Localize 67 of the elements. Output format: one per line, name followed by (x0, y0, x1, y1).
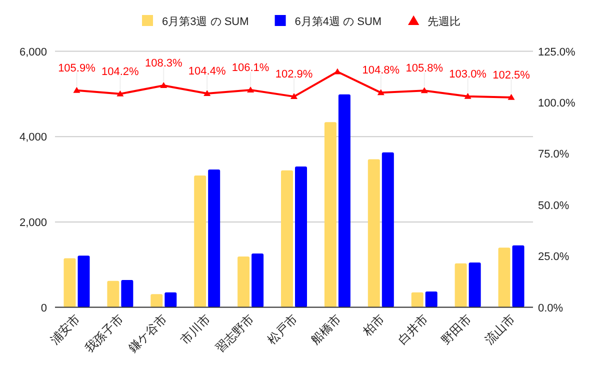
bar (64, 258, 76, 308)
data-label: 108.3% (144, 58, 183, 70)
point (464, 92, 472, 99)
y-tick-label: 4,000 (19, 132, 47, 144)
point (73, 86, 80, 93)
x-tick-label: 白井市 (395, 312, 430, 347)
bar (295, 166, 307, 308)
data-label: 102.5% (492, 69, 530, 82)
bar (150, 294, 163, 308)
data-label: 106.1% (232, 62, 270, 74)
bar (238, 256, 250, 308)
point (334, 68, 341, 74)
x-tick-label: 松戸市 (264, 312, 300, 347)
bar (382, 152, 394, 308)
bar (208, 169, 220, 308)
bar (512, 245, 524, 308)
point (508, 94, 515, 100)
point (160, 82, 168, 88)
point (247, 86, 254, 93)
x-tick-label: 流山市 (482, 312, 518, 347)
data-label: 104.4% (188, 65, 226, 78)
x-tick-label: 市川市 (178, 312, 214, 347)
legend-label: 6月第4週 の SUM (294, 16, 382, 28)
y2-tick-label: 25.0% (538, 251, 570, 264)
y-tick-label: 2,000 (19, 216, 47, 229)
bar (194, 175, 206, 308)
x-tick-label: 我孫子市 (82, 312, 126, 356)
x-tick-label: 柏市 (359, 312, 388, 340)
bar (338, 94, 350, 308)
bar (324, 122, 336, 308)
x-tick-label: 浦安市 (47, 312, 83, 347)
y2-tick-label: 100.0% (538, 98, 576, 110)
bar (425, 292, 438, 308)
x-tick-label: 鎌ケ谷市 (126, 312, 170, 356)
data-label: 103.0% (449, 68, 487, 80)
bar (454, 263, 467, 308)
data-label: 105.9% (58, 62, 96, 74)
bar (252, 254, 264, 308)
legend-label: 先週比 (428, 15, 461, 28)
y2-tick-label: 125.0% (538, 46, 576, 58)
data-label: 104.8% (362, 64, 400, 77)
data-label: 105.8% (406, 62, 444, 75)
bar (281, 170, 293, 308)
bar (107, 280, 120, 308)
bar (468, 262, 481, 308)
bar (121, 280, 134, 308)
bar (368, 159, 380, 308)
y-tick-label: 6,000 (19, 46, 47, 58)
y2-tick-label: 50.0% (538, 200, 570, 212)
legend-label: 6月第3週 の SUM (162, 16, 249, 28)
point (420, 87, 428, 94)
y2-tick-label: 75.0% (538, 148, 570, 161)
data-label: 102.9% (275, 68, 313, 81)
point (377, 89, 384, 96)
bar (164, 292, 177, 308)
data-label: 104.2% (102, 66, 140, 78)
point (116, 90, 124, 96)
bar (411, 292, 424, 308)
y2-tick-label: 0.0% (538, 302, 564, 314)
x-tick-label: 習志野市 (212, 312, 257, 356)
point (290, 93, 298, 100)
y-tick-label: 0 (40, 302, 47, 314)
x-tick-label: 船橋市 (308, 312, 344, 347)
bar (498, 248, 510, 308)
point (204, 90, 211, 96)
bar (78, 256, 90, 308)
x-tick-label: 野田市 (438, 312, 474, 347)
